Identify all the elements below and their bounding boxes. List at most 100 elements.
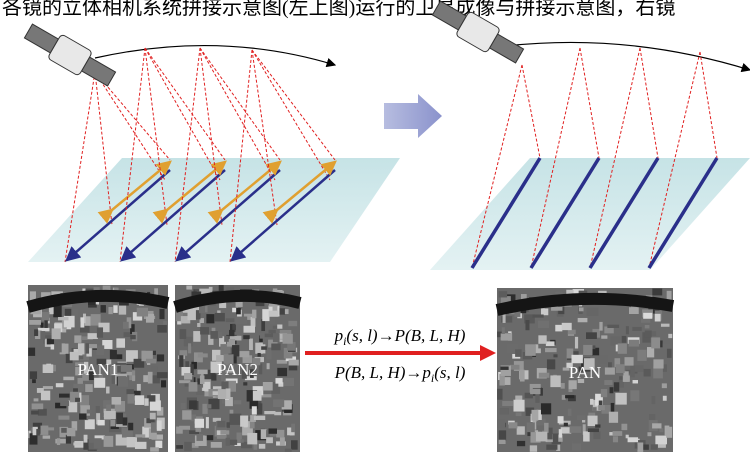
diagram: 各镜的立体相机系统拼接示意图(左上图)运行的卫星成像与拼接示意图，右镜 PAN1…	[0, 0, 750, 452]
image-texture	[604, 380, 612, 385]
image-texture	[116, 413, 123, 424]
image-texture	[613, 436, 618, 442]
view-ray	[640, 48, 658, 158]
image-texture	[283, 378, 294, 386]
image-texture	[633, 365, 643, 372]
image-texture	[628, 437, 638, 442]
image-texture	[637, 442, 643, 451]
image-texture	[502, 401, 513, 406]
image-texture	[538, 321, 549, 328]
image-texture	[509, 422, 518, 428]
image-texture	[277, 360, 287, 364]
image-texture	[116, 338, 125, 347]
image-texture	[572, 355, 583, 363]
image-texture	[598, 405, 605, 410]
image-texture	[530, 445, 537, 451]
image-texture	[291, 424, 295, 433]
image-texture	[541, 308, 548, 315]
image-texture	[525, 344, 536, 356]
image-texture	[583, 345, 592, 355]
image-texture	[57, 438, 60, 445]
image-texture	[189, 382, 198, 392]
image-texture	[184, 373, 192, 380]
image-texture	[570, 426, 582, 433]
image-texture	[510, 365, 520, 370]
image-texture	[267, 363, 270, 369]
image-texture	[575, 337, 578, 349]
image-texture	[645, 325, 650, 328]
image-texture	[63, 377, 74, 381]
image-texture	[210, 331, 218, 339]
image-texture	[247, 433, 257, 444]
image-texture	[516, 412, 522, 416]
image-texture	[614, 382, 619, 391]
image-texture	[667, 349, 672, 358]
image-texture	[243, 382, 247, 385]
image-texture	[87, 410, 92, 414]
image-texture	[57, 342, 61, 353]
image-texture	[663, 396, 667, 401]
inverse-formula: P(B, L, H)→pi(s, l)	[334, 363, 466, 385]
image-texture	[651, 337, 660, 348]
image-texture	[58, 416, 69, 420]
image-texture	[616, 364, 625, 373]
image-texture	[615, 393, 626, 405]
image-texture	[188, 343, 191, 353]
image-texture	[577, 415, 585, 420]
image-texture	[666, 427, 672, 438]
image-texture	[626, 326, 629, 334]
image-texture	[97, 420, 104, 425]
image-texture	[621, 424, 627, 430]
satellite-image: PAN1	[28, 285, 168, 452]
image-texture	[226, 388, 231, 399]
image-texture	[497, 420, 505, 428]
image-texture	[572, 438, 583, 444]
image-texture	[499, 291, 507, 297]
image-texture	[28, 348, 35, 356]
image-texture	[59, 394, 70, 398]
image-texture	[211, 374, 216, 380]
image-texture	[609, 412, 618, 423]
image-texture	[43, 364, 54, 373]
image-texture	[535, 394, 539, 403]
image-texture	[641, 318, 650, 322]
image-texture	[599, 401, 603, 406]
image-texture	[551, 307, 562, 311]
image-texture	[273, 333, 280, 342]
image-texture	[520, 370, 525, 382]
image-texture	[198, 353, 208, 357]
image-texture	[266, 437, 273, 443]
formula-part: (s, l)	[434, 363, 466, 382]
image-texture	[157, 354, 164, 361]
image-texture	[110, 420, 115, 427]
image-texture	[285, 309, 289, 314]
image-texture	[159, 309, 164, 319]
image-texture	[135, 442, 147, 449]
image-texture	[230, 440, 238, 445]
image-texture	[241, 439, 244, 443]
orbit	[490, 42, 750, 70]
image-texture	[110, 350, 117, 359]
image-texture	[84, 435, 88, 443]
image-texture	[630, 390, 639, 401]
image-texture	[517, 441, 525, 446]
image-texture	[239, 351, 249, 357]
image-texture	[200, 327, 209, 334]
image-texture	[513, 400, 524, 412]
image-texture	[659, 428, 663, 432]
image-texture	[34, 398, 39, 401]
image-texture	[234, 400, 242, 404]
image-texture	[655, 314, 661, 322]
image-texture	[599, 322, 602, 331]
image-texture	[605, 367, 615, 374]
image-texture	[261, 346, 267, 350]
image-texture	[652, 288, 662, 295]
image-texture	[224, 336, 229, 342]
image-texture	[176, 427, 183, 434]
image-texture	[253, 391, 262, 401]
image-texture	[643, 313, 652, 319]
image-texture	[562, 323, 572, 330]
image-texture	[181, 403, 186, 409]
image-texture	[586, 332, 597, 339]
image-texture	[593, 407, 597, 411]
